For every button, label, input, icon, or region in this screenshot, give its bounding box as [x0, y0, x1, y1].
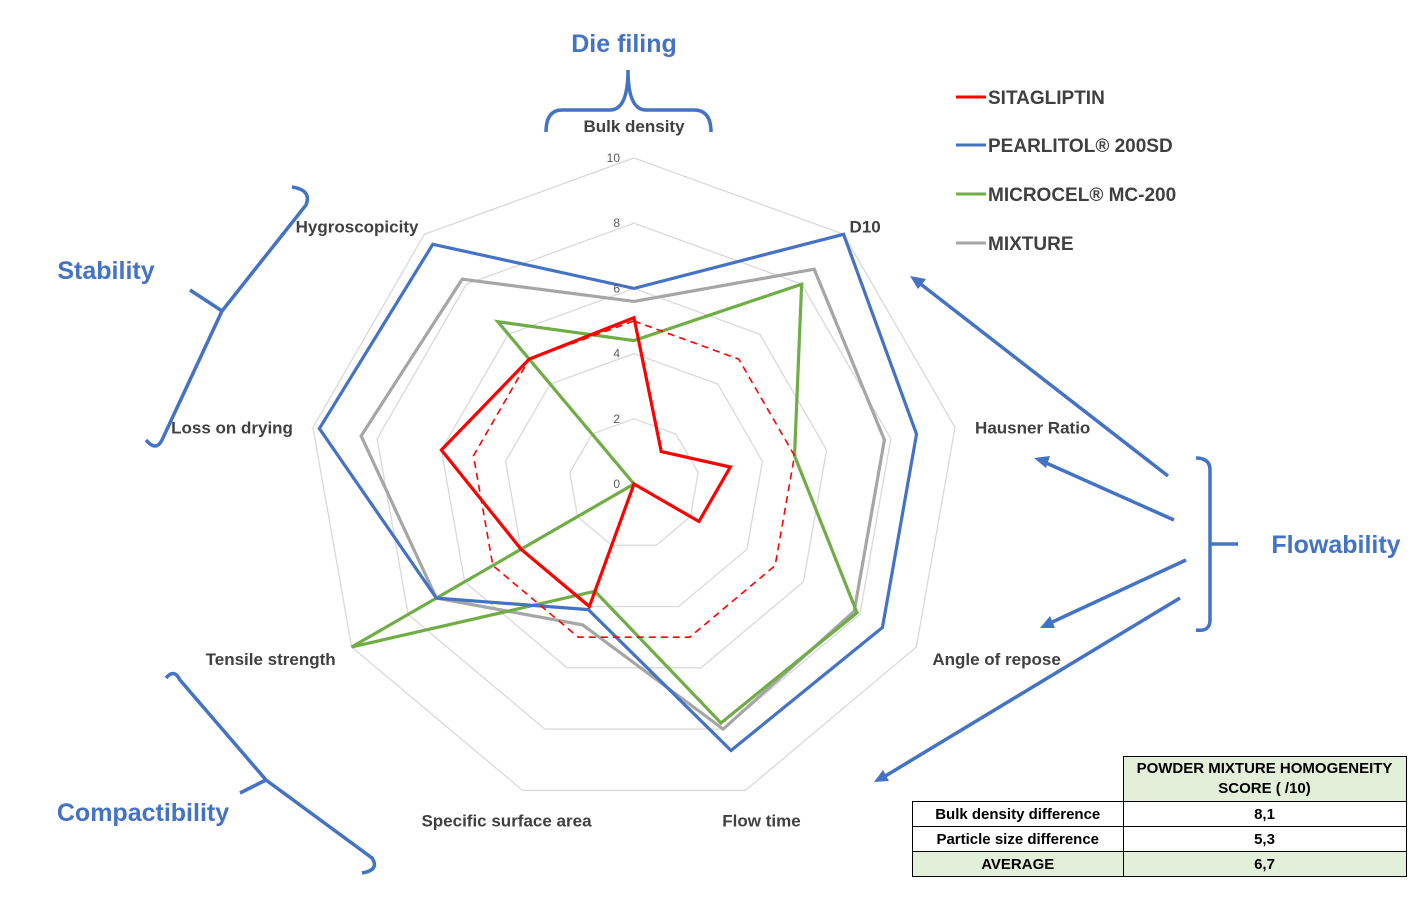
arrow-d10 — [916, 280, 1170, 478]
group-label-compactibility: Compactibility — [57, 799, 229, 827]
axis-label-d10: D10 — [850, 217, 881, 236]
arrowhead-d10 — [910, 276, 926, 289]
homogeneity-score-table: POWDER MIXTURE HOMOGENEITY SCORE ( /10) … — [912, 756, 1407, 877]
table-corner-cell — [913, 757, 1124, 802]
table-row-label: AVERAGE — [912, 851, 1124, 877]
axis-label-hausner-ratio: Hausner Ratio — [975, 418, 1090, 437]
table-row-average: AVERAGE 6,7 — [912, 851, 1407, 877]
table-row-value: 5,3 — [1122, 826, 1407, 852]
series-line-microcel-mc-200 — [350, 281, 859, 726]
axis-label-flow-time: Flow time — [722, 811, 800, 830]
tick-label: 8 — [613, 216, 620, 230]
axis-label-hygroscopicity: Hygroscopicity — [296, 217, 419, 236]
legend-label-mixture: MIXTURE — [988, 234, 1074, 255]
compactibility-bracket — [164, 671, 377, 875]
tick-label: 6 — [613, 281, 620, 295]
grid-ring — [376, 222, 892, 730]
axis-label-loss-on-drying: Loss on drying — [171, 418, 293, 437]
tick-label: 4 — [613, 347, 620, 361]
table-row: Bulk density difference 8,1 — [912, 801, 1407, 827]
table-header-cell: POWDER MIXTURE HOMOGENEITY SCORE ( /10) — [1122, 756, 1407, 802]
legend-label-sitagliptin: SITAGLIPTIN — [988, 88, 1105, 109]
table-row: Particle size difference 5,3 — [912, 826, 1407, 852]
axis-label-angle-of-repose: Angle of repose — [932, 650, 1060, 669]
axis-label-tensile-strength: Tensile strength — [206, 650, 336, 669]
radar-axis-labels: Bulk density D10 Hausner Ratio Angle of rep… — [171, 117, 1090, 830]
axis-label-bulk-density: Bulk density — [583, 117, 685, 136]
table-row-label: Particle size difference — [912, 826, 1124, 852]
arrowhead-hausner — [1034, 456, 1050, 468]
grid-ring — [440, 287, 828, 669]
group-label-die-filing: Die filing — [571, 30, 677, 58]
table-row-label: Bulk density difference — [912, 801, 1124, 827]
group-label-stability: Stability — [57, 257, 154, 285]
arrowheads — [874, 276, 1055, 782]
series-line-sitagliptin — [439, 315, 733, 610]
legend-label-pearlitol: PEARLITOL® 200SD — [988, 136, 1173, 157]
radar-grid — [312, 157, 956, 791]
arrowhead-angle — [1040, 616, 1055, 628]
series-line-pearlitol-200sd — [317, 232, 919, 753]
legend: SITAGLIPTIN PEARLITOL® 200SD MICROCEL® M… — [956, 88, 1176, 255]
tick-label: 2 — [613, 412, 620, 426]
legend-label-microcel: MICROCEL® MC-200 — [988, 185, 1176, 206]
radar-series — [317, 232, 919, 753]
table-row-value: 6,7 — [1122, 851, 1407, 877]
radar-tick-labels: 0 2 4 6 8 10 — [607, 151, 621, 491]
arrow-flow-time — [881, 596, 1181, 780]
grid-ring — [504, 352, 764, 608]
arrow-hausner — [1043, 460, 1175, 522]
stability-bracket — [144, 185, 310, 448]
arrow-angle — [1047, 558, 1187, 626]
table-header-row: POWDER MIXTURE HOMOGENEITY SCORE ( /10) — [913, 756, 1407, 802]
series-line-mixture — [359, 267, 887, 732]
group-annotations — [144, 69, 1238, 875]
flowability-bracket — [1195, 456, 1238, 633]
tick-label: 0 — [613, 477, 620, 491]
group-label-flowability: Flowability — [1271, 531, 1400, 559]
die-filing-bracket — [544, 69, 713, 133]
grid-ring — [312, 157, 956, 791]
axis-label-specific-surface-area: Specific surface area — [421, 811, 592, 830]
table-row-value: 8,1 — [1122, 801, 1407, 827]
arrowhead-flow-time — [874, 770, 889, 782]
grid-ring — [569, 418, 699, 546]
tick-label: 10 — [607, 151, 621, 165]
